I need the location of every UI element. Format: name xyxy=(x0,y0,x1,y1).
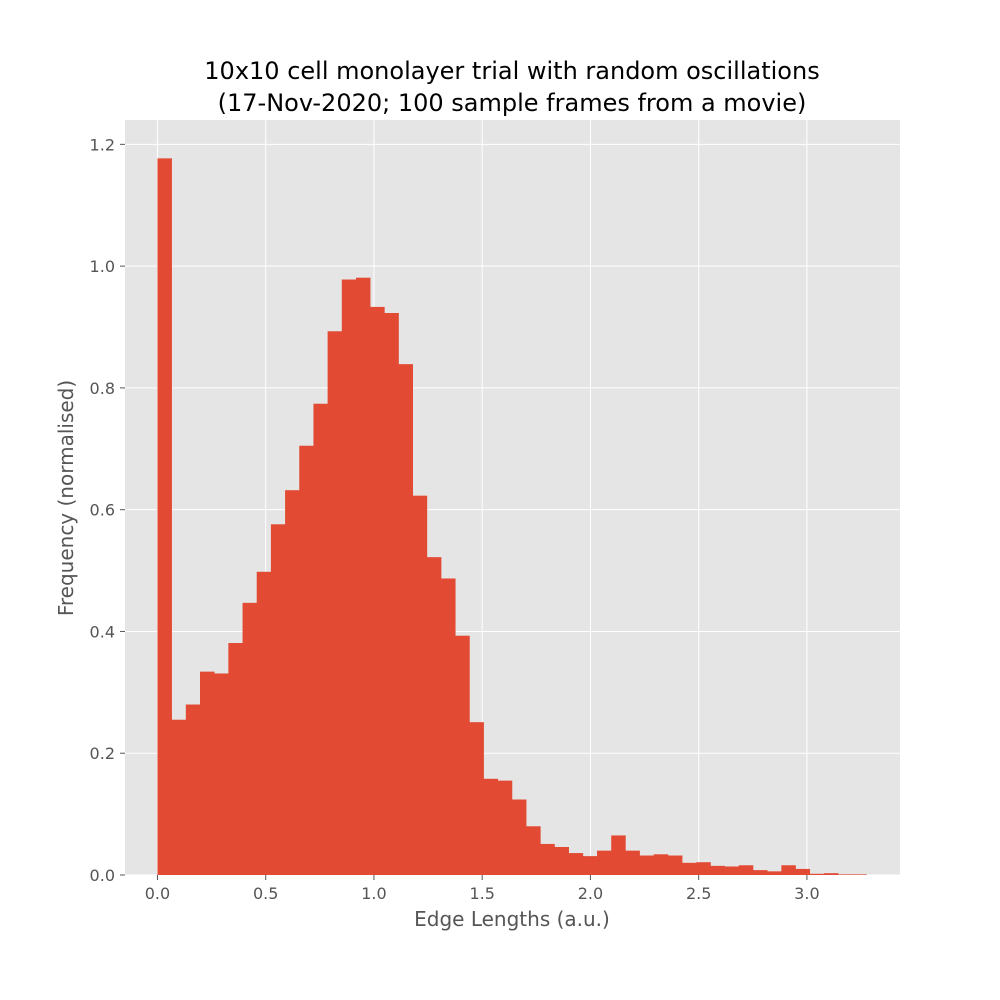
histogram-bar xyxy=(200,671,215,875)
histogram-bar xyxy=(724,866,740,875)
histogram-bar xyxy=(597,850,612,875)
x-tick-label: 1.0 xyxy=(361,884,386,903)
histogram-bar xyxy=(426,557,442,875)
x-tick-label: 3.0 xyxy=(794,884,819,903)
histogram-bar xyxy=(696,862,711,875)
histogram-bar xyxy=(710,865,725,875)
y-tick-label: 1.0 xyxy=(90,257,115,276)
histogram-bar xyxy=(582,856,598,875)
y-tick-label: 1.2 xyxy=(90,135,115,154)
histogram-bar xyxy=(781,865,796,875)
histogram-bar xyxy=(256,571,272,875)
y-tick-label: 0.4 xyxy=(90,622,115,641)
x-axis-label: Edge Lengths (a.u.) xyxy=(414,907,610,931)
chart-title-line-1: 10x10 cell monolayer trial with random o… xyxy=(204,57,819,85)
histogram-bar xyxy=(327,331,343,876)
x-tick-label: 2.5 xyxy=(686,884,711,903)
histogram-bar xyxy=(355,277,371,875)
histogram-bar xyxy=(214,673,229,875)
histogram-bar xyxy=(838,874,853,875)
histogram-bar xyxy=(852,874,867,875)
histogram-bar xyxy=(455,635,470,875)
histogram-bar xyxy=(554,846,569,875)
histogram-bar xyxy=(341,279,357,876)
y-tick-label: 0.6 xyxy=(90,501,115,520)
x-tick-label: 0.5 xyxy=(253,884,278,903)
histogram-bar xyxy=(753,870,768,875)
histogram-bar xyxy=(767,871,782,875)
histogram-bar xyxy=(795,868,811,875)
histogram-bar xyxy=(639,855,655,875)
chart-title-line-2: (17-Nov-2020; 100 sample frames from a m… xyxy=(218,89,807,117)
histogram-bar xyxy=(412,495,428,875)
y-tick-label: 0.8 xyxy=(90,379,115,398)
histogram-bar xyxy=(384,313,399,875)
histogram-bar xyxy=(738,865,754,875)
x-tick-label: 1.5 xyxy=(469,884,494,903)
histogram-bar xyxy=(625,850,640,875)
y-tick-label: 0.2 xyxy=(90,744,115,763)
histogram-bar xyxy=(171,719,187,875)
x-tick-label: 0.0 xyxy=(145,884,170,903)
histogram-bar xyxy=(270,524,286,875)
histogram-bar xyxy=(540,843,555,875)
axis-ticks: 0.0 0.5 1.0 1.5 2.0 2.5 3.0 0.0 0.2 0.4 0.6 0.8 1.0 1… xyxy=(90,135,820,903)
histogram-bar xyxy=(568,853,584,875)
histogram-bar xyxy=(242,602,258,875)
histogram-bar xyxy=(285,490,300,875)
histogram-bar xyxy=(483,778,499,875)
histogram-bar xyxy=(441,578,456,875)
histogram-bar xyxy=(526,826,541,875)
x-tick-label: 2.0 xyxy=(578,884,603,903)
histogram-bar xyxy=(511,799,527,875)
histogram-bar xyxy=(228,643,243,875)
histogram-bar xyxy=(299,445,314,875)
histogram-bar xyxy=(185,704,201,875)
y-tick-label: 0.0 xyxy=(90,866,115,885)
histogram-bar xyxy=(611,835,626,875)
histogram-bar xyxy=(809,873,825,875)
histogram-bar xyxy=(370,306,385,875)
histogram-bar xyxy=(823,873,839,875)
histogram-bar xyxy=(313,403,328,875)
histogram-bar xyxy=(469,722,484,875)
histogram-bar xyxy=(157,158,172,875)
histogram-bars xyxy=(157,158,867,876)
histogram-bar xyxy=(667,855,683,875)
histogram-bar xyxy=(682,862,697,875)
histogram-bar xyxy=(653,854,669,875)
y-axis-label: Frequency (normalised) xyxy=(54,380,78,616)
histogram-bar xyxy=(497,780,513,875)
histogram-bar xyxy=(398,364,414,875)
